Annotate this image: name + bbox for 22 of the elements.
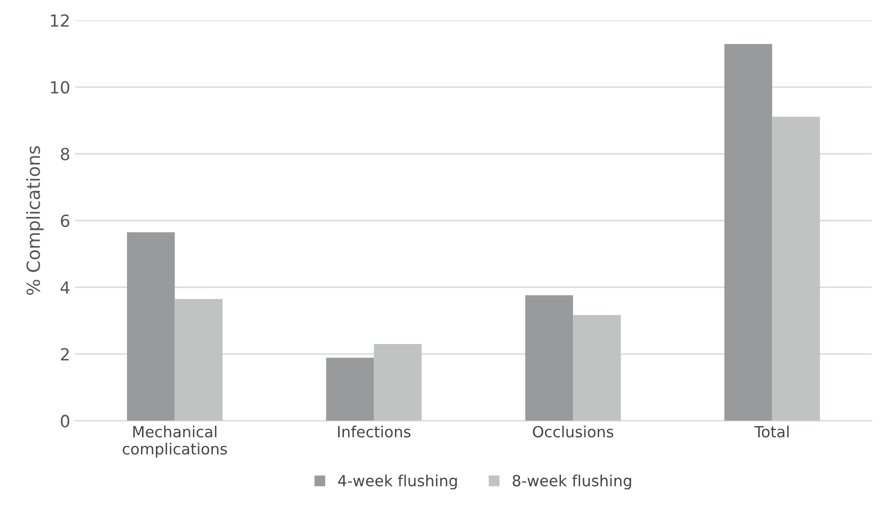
y-tick-label: 2	[60, 348, 69, 360]
y-tick-label: 0	[60, 414, 70, 428]
legend-label: 8-week flushing	[512, 474, 632, 490]
y-axis-title: % Complications	[26, 146, 44, 295]
bar	[724, 44, 772, 421]
bar	[573, 315, 621, 421]
bar	[772, 116, 820, 421]
bar	[525, 295, 574, 421]
x-tick-label: Total	[754, 426, 789, 438]
y-tick-label: 12	[50, 14, 69, 27]
y-tick-label: 8	[60, 148, 70, 160]
legend-label: 4-week flushing	[338, 474, 457, 490]
y-tick-label: 6	[60, 214, 70, 228]
y-tick-label: 10	[50, 80, 70, 94]
bar	[126, 232, 175, 421]
bar	[326, 358, 374, 421]
bar	[374, 344, 422, 421]
x-tick-label: Infections	[338, 426, 410, 438]
y-tick-label: 4	[60, 281, 70, 294]
x-tick-label: Occlusions	[532, 426, 614, 438]
x-tick-label: Mechanical complications	[122, 426, 227, 458]
bar	[174, 298, 223, 421]
